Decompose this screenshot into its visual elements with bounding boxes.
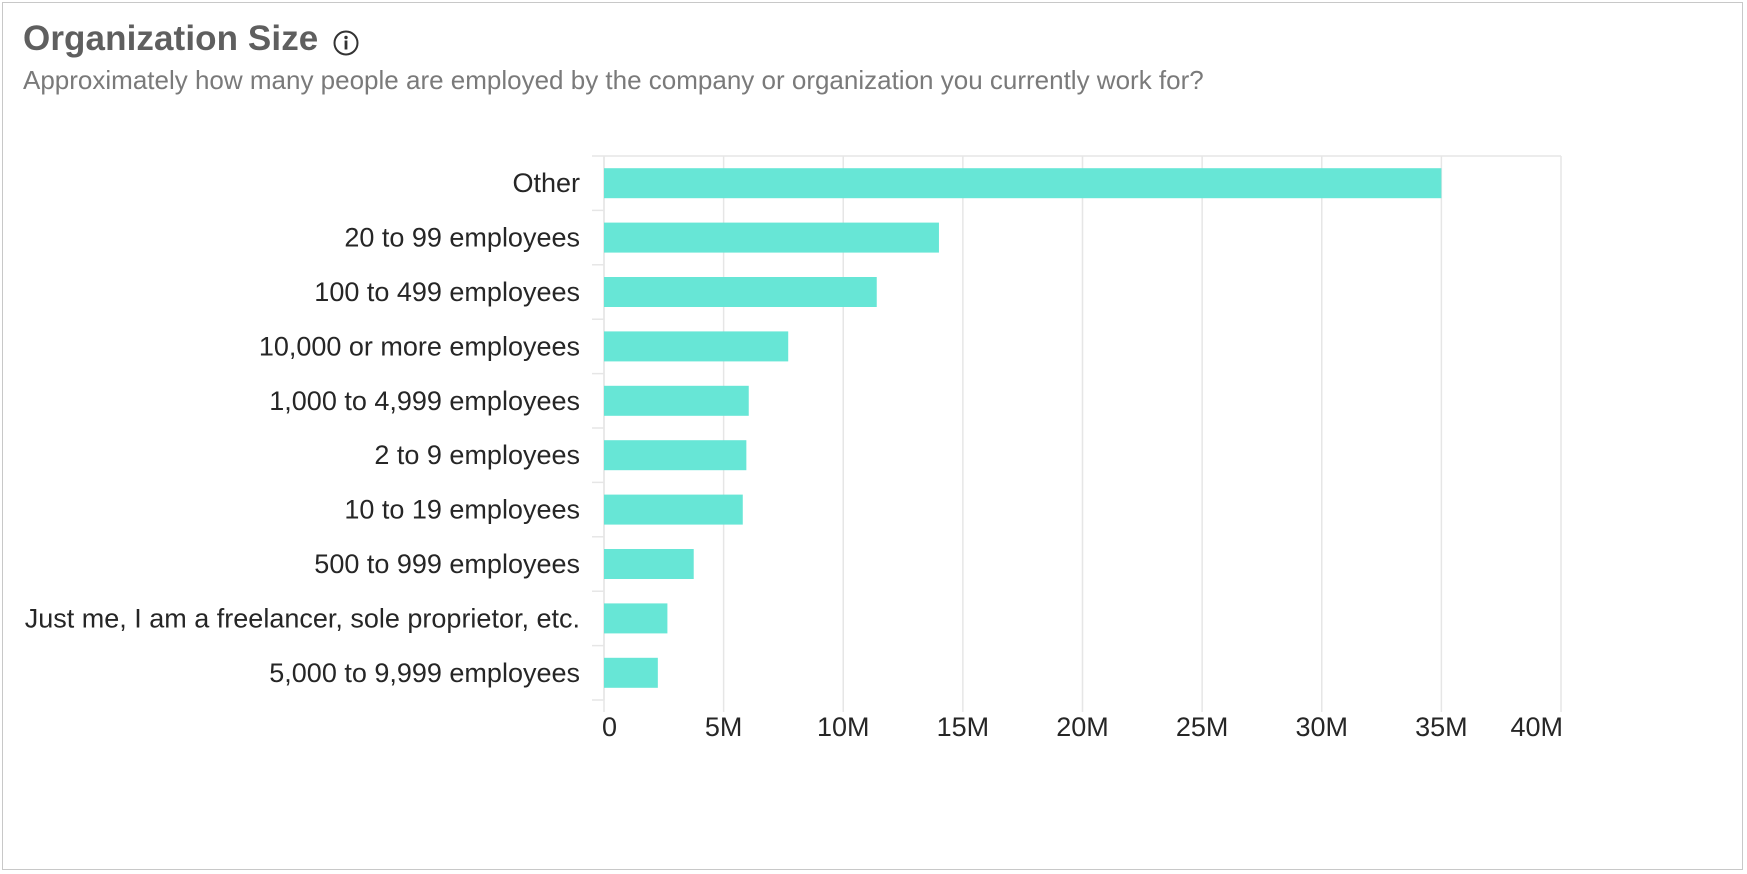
category-label: 10,000 or more employees (259, 331, 580, 361)
category-label: Other (512, 168, 580, 198)
bars-layer (604, 168, 1442, 688)
x-tick-label: 35M (1415, 712, 1468, 742)
x-tick-label: 20M (1056, 712, 1109, 742)
chart-header: Organization Size Approximately how many… (23, 19, 1204, 96)
x-tick-label: 30M (1295, 712, 1348, 742)
bar[interactable] (604, 494, 743, 525)
bar[interactable] (604, 168, 1442, 199)
info-icon[interactable] (332, 29, 360, 57)
x-tick-label: 40M (1510, 712, 1563, 742)
chart-title: Organization Size (23, 19, 319, 58)
x-tick-label: 5M (705, 712, 743, 742)
category-label: 100 to 499 employees (314, 277, 580, 307)
title-row: Organization Size (23, 19, 1204, 59)
bar[interactable] (604, 277, 877, 307)
bar[interactable] (604, 331, 789, 362)
bar[interactable] (604, 657, 658, 688)
bar[interactable] (604, 549, 694, 579)
x-tick-label: 0 (602, 712, 617, 742)
x-tick-label: 15M (937, 712, 990, 742)
chart-subtitle: Approximately how many people are employ… (23, 65, 1204, 95)
category-labels: Other 20 to 99 employees 100 to 499 employ… (25, 168, 580, 688)
x-tick-label: 10M (817, 712, 870, 742)
x-tick-label: 25M (1176, 712, 1229, 742)
category-label: 1,000 to 4,999 employees (269, 386, 580, 416)
bar[interactable] (604, 603, 668, 634)
category-label: 2 to 9 employees (374, 440, 580, 470)
x-axis-ticks: 0 5M 10M 15M 20M 25M 30M 35M 40M (602, 712, 1563, 742)
category-label: 500 to 999 employees (314, 549, 580, 579)
bar[interactable] (604, 385, 749, 416)
category-label: 20 to 99 employees (344, 223, 580, 253)
bar[interactable] (604, 440, 747, 471)
bar[interactable] (604, 222, 939, 253)
category-label: Just me, I am a freelancer, sole proprie… (25, 603, 580, 633)
category-label: 5,000 to 9,999 employees (269, 658, 580, 688)
category-label: 10 to 19 employees (344, 495, 580, 525)
